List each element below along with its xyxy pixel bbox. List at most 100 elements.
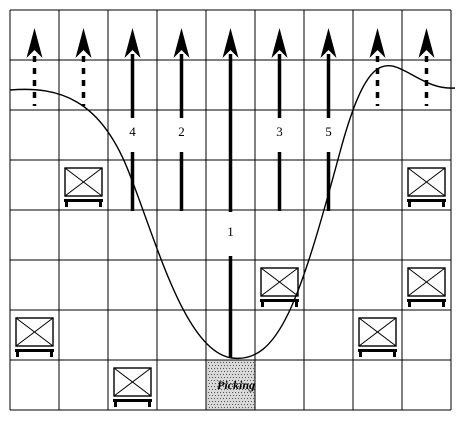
picking-stipple <box>233 371 234 372</box>
picking-stipple <box>227 395 228 396</box>
picking-stipple <box>218 371 219 372</box>
picking-stipple <box>232 392 233 393</box>
picking-stipple <box>208 362 209 363</box>
picking-stipple <box>215 365 216 366</box>
picking-stipple <box>212 377 213 378</box>
picking-stipple <box>209 395 210 396</box>
picking-stipple <box>215 377 216 378</box>
pallet-cross <box>407 267 446 297</box>
picking-stipple <box>241 404 242 405</box>
picking-stipple <box>244 362 245 363</box>
picking-stipple <box>247 368 248 369</box>
picking-stipple <box>233 365 234 366</box>
picking-stipple <box>248 407 249 408</box>
arrowhead <box>222 28 239 58</box>
picking-stipple <box>215 395 216 396</box>
picking-stipple <box>235 404 236 405</box>
picking-stipple <box>209 371 210 372</box>
pallet-leg <box>408 302 411 307</box>
picking-stipple <box>253 368 254 369</box>
picking-stipple <box>245 383 246 384</box>
picking-stipple <box>250 380 251 381</box>
pallet-leg <box>114 402 117 407</box>
picking-stipple <box>218 389 219 390</box>
picking-stipple <box>238 392 239 393</box>
pallet <box>64 167 103 207</box>
picking-stipple <box>239 389 240 390</box>
picking-stipple <box>214 362 215 363</box>
picking-stipple <box>220 404 221 405</box>
picking-stipple <box>218 377 219 378</box>
picking-stipple <box>250 398 251 399</box>
pallet-leg <box>295 302 298 307</box>
picking-stipple <box>226 386 227 387</box>
picking-stipple <box>236 377 237 378</box>
picking-stipple <box>250 386 251 387</box>
picking-stipple <box>209 383 210 384</box>
picking-stipple <box>242 389 243 390</box>
pallet-cross <box>113 367 152 397</box>
arrowhead <box>320 28 337 58</box>
pallet-base <box>64 199 103 202</box>
picking-stipple <box>215 401 216 402</box>
picking-stipple <box>238 380 239 381</box>
pallet-leg <box>408 202 411 207</box>
picking-stipple <box>209 407 210 408</box>
picking-stipple <box>221 383 222 384</box>
picking-stipple <box>244 398 245 399</box>
picking-stipple <box>250 368 251 369</box>
picking-stipple <box>212 383 213 384</box>
pallet-base <box>260 299 299 302</box>
picking-stipple <box>223 392 224 393</box>
picking-stipple <box>218 383 219 384</box>
picking-stipple <box>230 407 231 408</box>
picking-stipple <box>233 383 234 384</box>
pallet-leg <box>99 202 102 207</box>
picking-stipple <box>220 374 221 375</box>
picking-stipple <box>236 407 237 408</box>
picking-stipple <box>239 371 240 372</box>
picking-stipple <box>244 392 245 393</box>
picking-stipple <box>251 407 252 408</box>
path-label: 5 <box>325 124 332 139</box>
picking-stipple <box>223 374 224 375</box>
path-arrow <box>369 28 386 106</box>
picking-stipple <box>217 374 218 375</box>
picking-stipple <box>224 401 225 402</box>
picking-stipple <box>226 374 227 375</box>
pallet-cross <box>407 167 446 197</box>
picking-stipple <box>236 395 237 396</box>
picking-stipple <box>221 389 222 390</box>
picking-stipple <box>241 380 242 381</box>
picking-stipple <box>214 398 215 399</box>
pallet-leg <box>442 202 445 207</box>
pallet-leg <box>261 302 264 307</box>
picking-stipple <box>241 398 242 399</box>
picking-stipple <box>236 371 237 372</box>
picking-stipple <box>211 398 212 399</box>
picking-stipple <box>232 386 233 387</box>
picking-stipple <box>229 368 230 369</box>
pallet-base <box>407 299 446 302</box>
pallet-base <box>358 349 397 352</box>
picking-stipple <box>239 407 240 408</box>
picking-stipple <box>229 374 230 375</box>
picking-stipple <box>232 398 233 399</box>
picking-stipple <box>253 380 254 381</box>
picking-stipple <box>211 374 212 375</box>
picking-stipple <box>233 401 234 402</box>
picking-stipple <box>223 362 224 363</box>
picking-stipple <box>221 365 222 366</box>
picking-stipple <box>242 383 243 384</box>
picking-stipple <box>241 386 242 387</box>
picking-stipple <box>242 401 243 402</box>
picking-stipple <box>235 374 236 375</box>
picking-stipple <box>247 362 248 363</box>
picking-stipple <box>221 377 222 378</box>
picking-stipple <box>232 380 233 381</box>
picking-stipple <box>224 377 225 378</box>
picking-stipple <box>209 365 210 366</box>
picking-stipple <box>230 395 231 396</box>
arrowhead <box>75 28 92 58</box>
picking-stipple <box>223 398 224 399</box>
